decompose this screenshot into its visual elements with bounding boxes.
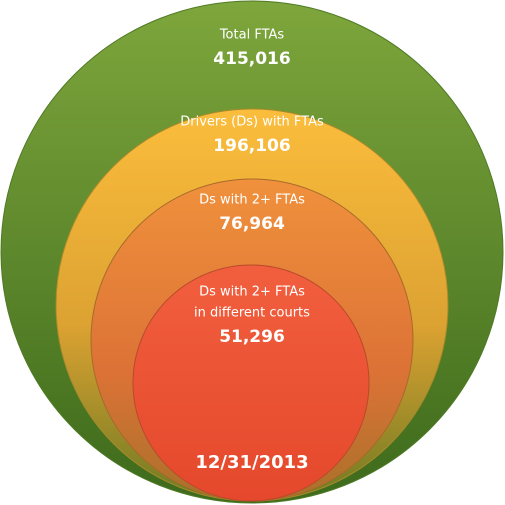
node-label: Ds with 2+ FTAs [199, 285, 305, 300]
date: 12/31/2013 [195, 452, 308, 473]
node-label: Ds with 2+ FTAs [199, 193, 305, 208]
node-value: 415,016 [213, 49, 290, 69]
node-value: 196,106 [213, 136, 290, 156]
node-value: 51,296 [219, 327, 285, 347]
node-label: Total FTAs [219, 28, 285, 43]
node-label: in different courts [194, 306, 310, 321]
circle [132, 264, 370, 502]
node-value: 76,964 [219, 214, 285, 234]
node-label: Drivers (Ds) with FTAs [180, 115, 324, 130]
